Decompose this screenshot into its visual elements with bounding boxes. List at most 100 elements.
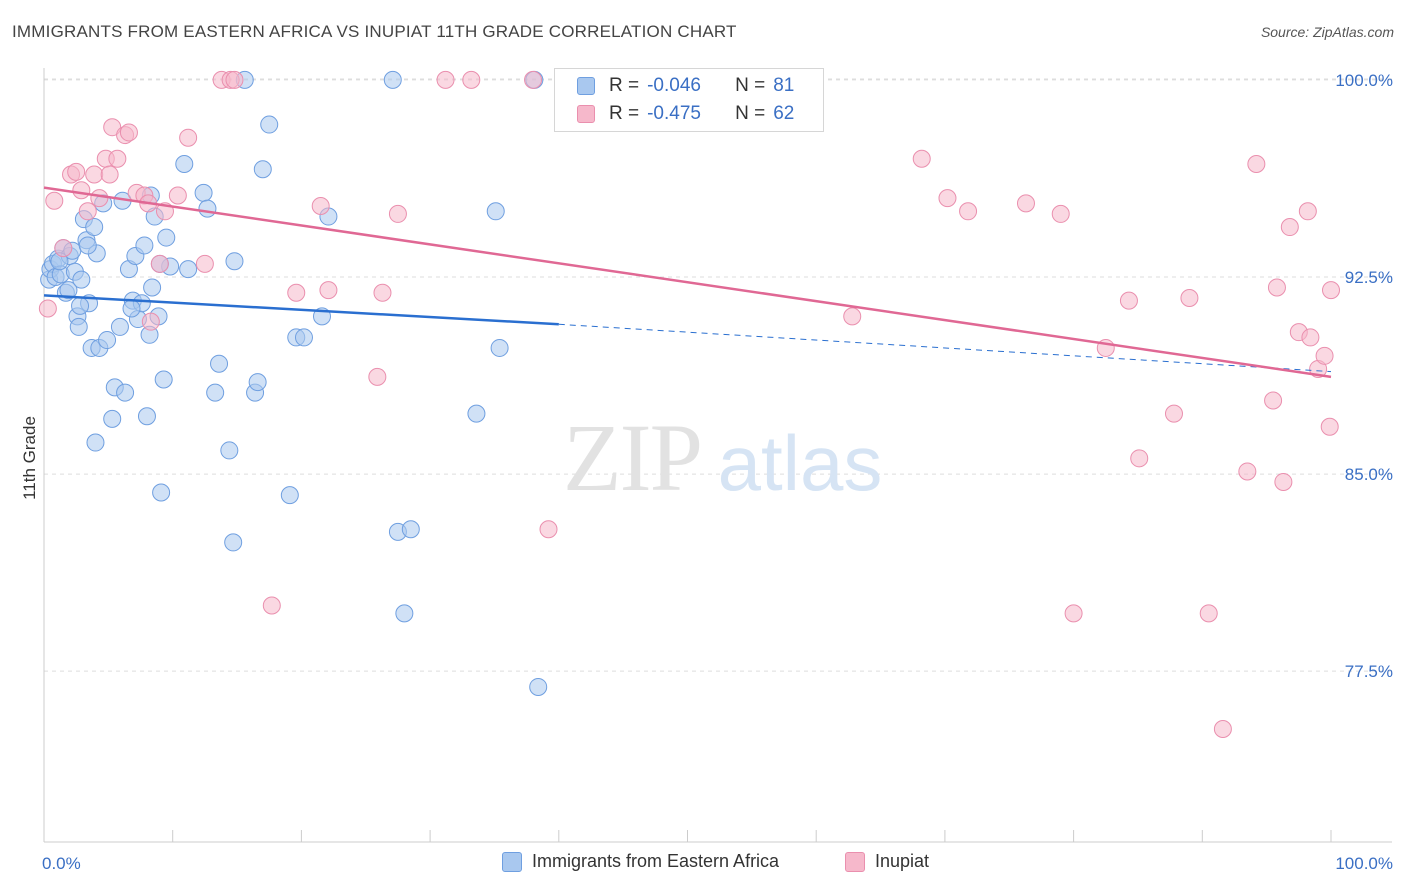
inupiat-point xyxy=(912,149,931,168)
bottom-legend-label: Immigrants from Eastern Africa xyxy=(532,851,780,871)
inupiat-point xyxy=(1315,346,1334,365)
immigrants-point xyxy=(143,278,162,297)
inupiat-point xyxy=(1213,719,1232,738)
immigrants-point xyxy=(206,383,225,402)
tick-labels: 100.0% 92.5% 85.0% 77.5% 0.0% 100.0% xyxy=(42,71,1393,873)
inupiat-point xyxy=(462,70,481,89)
immigrants-point xyxy=(135,236,154,255)
inupiat-point xyxy=(90,189,109,208)
inupiat-point xyxy=(1238,462,1257,481)
immigrants-point xyxy=(116,383,135,402)
inupiat-point xyxy=(1267,278,1286,297)
inupiat-point xyxy=(388,204,407,223)
inupiat-point xyxy=(1264,391,1283,410)
immigrants-point xyxy=(383,70,402,89)
inupiat-point xyxy=(1164,404,1183,423)
watermark: ZIP atlas xyxy=(563,404,882,511)
immigrants-point xyxy=(395,604,414,623)
watermark-atlas: atlas xyxy=(718,419,883,507)
inupiat-point xyxy=(67,162,86,181)
axes xyxy=(43,68,1392,843)
inupiat-point xyxy=(311,197,330,216)
legend-n-value: 62 xyxy=(773,103,795,124)
grid-lines xyxy=(44,78,1392,672)
immigrants-point xyxy=(253,160,272,179)
inupiat-point xyxy=(1180,289,1199,308)
immigrants-point xyxy=(71,296,90,315)
y-axis-label: 11th Grade xyxy=(20,416,39,500)
legend-row-immigrants: R = -0.046 N = 81 xyxy=(577,73,794,99)
legend-r-value: -0.475 xyxy=(647,103,701,124)
immigrants-point xyxy=(294,328,313,347)
y-tick-label: 77.5% xyxy=(1345,662,1393,681)
y-tick-label: 85.0% xyxy=(1345,465,1393,484)
inupiat-trend-line xyxy=(43,186,1332,379)
immigrants-point xyxy=(110,317,129,336)
inupiat-point xyxy=(1119,291,1138,310)
inupiat-point xyxy=(1320,417,1339,436)
inupiat-point xyxy=(168,186,187,205)
x-tick-label: 0.0% xyxy=(42,854,81,873)
bottom-legend-label: Inupiat xyxy=(875,851,930,871)
x-tick-label: 100.0% xyxy=(1335,854,1393,873)
legend-n-label: N = xyxy=(735,103,766,124)
immigrants-point xyxy=(490,338,509,357)
immigrants-point xyxy=(122,299,141,318)
inupiat-point xyxy=(1130,449,1149,468)
y-tick-label: 100.0% xyxy=(1335,71,1393,90)
immigrants-point xyxy=(154,370,173,389)
immigrants-point xyxy=(198,199,217,218)
inupiat-point xyxy=(1274,472,1293,491)
immigrants-point xyxy=(224,533,243,552)
inupiat-point xyxy=(150,254,169,273)
bottom-legend-inupiat: Inupiat xyxy=(845,851,929,872)
inupiat-point xyxy=(1064,604,1083,623)
immigrants-point xyxy=(86,433,105,452)
bottom-swatch-pink xyxy=(845,851,865,872)
immigrants-point xyxy=(78,236,97,255)
immigrants-point xyxy=(401,520,420,539)
legend-r-label: R = xyxy=(609,75,640,96)
bottom-swatch-blue xyxy=(502,851,522,872)
immigrants-point xyxy=(280,486,299,505)
immigrants-point xyxy=(248,373,267,392)
inupiat-point xyxy=(368,367,387,386)
inupiat-point xyxy=(1298,202,1317,221)
inupiat-point xyxy=(1322,281,1340,300)
inupiat-point xyxy=(72,181,91,200)
inupiat-point xyxy=(1199,604,1218,623)
inupiat-point xyxy=(1301,328,1320,347)
y-tick-label: 92.5% xyxy=(1345,268,1393,287)
trend-lines xyxy=(43,186,1332,379)
inupiat-point xyxy=(524,70,543,89)
correlation-legend: R = -0.046 N = 81 R = -0.475 N = 62 xyxy=(554,68,824,132)
inupiat-point xyxy=(319,281,338,300)
immigrants-point xyxy=(220,441,239,460)
immigrants-point xyxy=(72,270,91,289)
immigrants-trend-extension xyxy=(558,323,1332,373)
inupiat-point xyxy=(938,189,957,208)
immigrants-point xyxy=(529,677,548,696)
immigrants-point xyxy=(260,115,279,134)
inupiat-point xyxy=(959,202,978,221)
immigrants-point xyxy=(225,252,244,271)
inupiat-point xyxy=(373,283,392,302)
immigrants-trend-line xyxy=(43,294,559,326)
inupiat-point xyxy=(45,191,64,210)
inupiat-point xyxy=(1051,204,1070,223)
legend-n-value: 81 xyxy=(773,75,795,96)
inupiat-point xyxy=(54,239,73,258)
immigrants-point xyxy=(85,218,104,237)
immigrants-point xyxy=(194,183,213,202)
inupiat-point xyxy=(103,118,122,137)
inupiat-point xyxy=(436,70,455,89)
immigrants-point xyxy=(152,483,171,502)
legend-swatch-pink xyxy=(577,105,595,123)
immigrants-point xyxy=(59,281,78,300)
inupiat-point xyxy=(85,165,104,184)
inupiat-point xyxy=(100,165,119,184)
immigrants-point xyxy=(467,404,486,423)
chart-title: IMMIGRANTS FROM EASTERN AFRICA VS INUPIA… xyxy=(12,22,737,41)
inupiat-point xyxy=(195,254,214,273)
